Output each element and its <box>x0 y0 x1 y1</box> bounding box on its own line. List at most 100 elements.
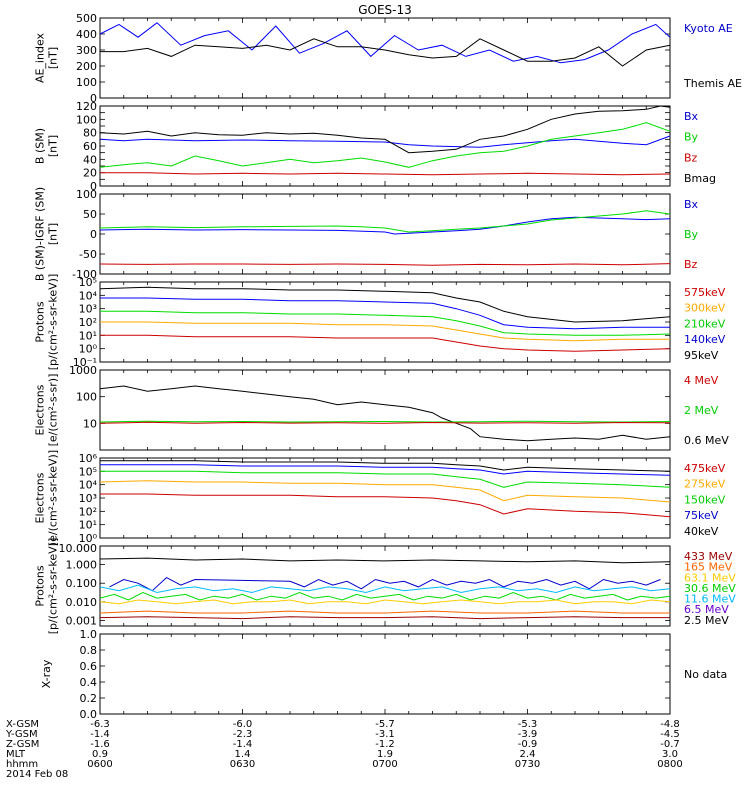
legend-entry: 75keV <box>684 509 719 522</box>
legend-entry: 6.5 MeV <box>684 603 729 616</box>
series-line-by <box>99 122 671 168</box>
legend-entry: 275keV <box>684 478 726 491</box>
x-axis-row-label: X-GSM <box>6 719 39 730</box>
series-line-0.6-mev <box>99 385 671 442</box>
y-tick-label: 0.8 <box>80 644 98 657</box>
legend-entry: By <box>684 131 699 144</box>
legend-entry: 4 MeV <box>684 374 719 387</box>
legend-entry: 140keV <box>684 333 726 346</box>
series-line-kyoto-ae <box>99 22 671 64</box>
y-tick-label: 10⁵ <box>79 276 97 289</box>
x-axis-value: -3.9 <box>518 729 538 740</box>
y-tick-label: 20 <box>83 167 97 180</box>
legend-entry: 150keV <box>684 493 726 506</box>
y-tick-label: -100 <box>72 268 97 281</box>
panel-frame <box>99 193 671 275</box>
y-axis-label: [nT] <box>47 223 60 245</box>
series-line-140kev <box>100 321 670 342</box>
legend-entry: Bz <box>684 151 698 164</box>
x-axis-value: -1.4 <box>233 739 253 750</box>
series-line-bx <box>99 216 671 235</box>
x-axis-value: -5.3 <box>518 719 538 730</box>
y-tick-label: 300 <box>76 44 97 57</box>
y-axis-label: [nT] <box>47 47 60 69</box>
x-axis-value: -4.8 <box>660 719 680 730</box>
y-tick-label: 10 <box>83 417 97 430</box>
y-tick-label: 10⁻¹ <box>73 356 97 369</box>
x-axis-value: -6.3 <box>90 719 110 730</box>
x-axis-value: 0600 <box>87 759 112 770</box>
y-tick-label: 50 <box>83 208 97 221</box>
y-axis-label: [nT] <box>47 135 60 157</box>
y-axis-label: [e/(cm²-s-sr-keV)] <box>47 450 60 546</box>
series-line-575kev <box>99 286 671 323</box>
y-tick-label: 0.010 <box>66 596 98 609</box>
panel-frame <box>99 457 671 539</box>
y-tick-label: 10² <box>79 316 97 329</box>
y-tick-label: 10³ <box>79 492 97 505</box>
legend-entry: 575keV <box>684 286 726 299</box>
legend-entry: 2 MeV <box>684 404 719 417</box>
y-axis-label: Electrons <box>34 384 47 435</box>
y-tick-label: 0.100 <box>66 577 98 590</box>
series-line-themis-ae <box>100 38 671 67</box>
chart-title: GOES-13 <box>358 3 412 17</box>
y-axis-label: Protons <box>34 565 47 606</box>
y-tick-label: 10⁴ <box>79 289 98 302</box>
y-tick-label: 1000 <box>69 364 97 377</box>
y-tick-label: 500 <box>76 12 97 25</box>
x-axis-value: -0.7 <box>660 739 680 750</box>
series-line-165-mev <box>109 576 661 592</box>
y-tick-label: 10.000 <box>59 542 98 555</box>
x-axis-row-label: hhmm <box>6 759 38 770</box>
x-axis-value: 0630 <box>230 759 255 770</box>
x-axis-value: 0700 <box>372 759 397 770</box>
legend-entry: No data <box>684 668 727 681</box>
y-tick-label: 10⁴ <box>79 479 98 492</box>
x-axis-value: 0730 <box>515 759 540 770</box>
y-tick-label: 0.0 <box>80 708 98 721</box>
y-tick-label: 100 <box>76 391 97 404</box>
series-line-4-mev <box>99 421 671 424</box>
y-tick-label: 400 <box>76 28 97 41</box>
y-tick-label: 10¹ <box>79 519 97 532</box>
series-line-40kev <box>100 493 671 518</box>
x-axis-value: -4.5 <box>660 729 680 740</box>
x-axis-value: -5.7 <box>375 719 395 730</box>
y-tick-label: 10⁰ <box>79 532 98 545</box>
y-tick-label: 100 <box>76 76 97 89</box>
y-tick-label: 0 <box>90 228 97 241</box>
panel-frame <box>99 17 671 99</box>
series-line-by <box>99 210 671 233</box>
legend-entry: 433 MeV <box>684 550 733 563</box>
y-axis-label: [p/(cm²-s-sr-keV)] <box>47 538 60 635</box>
y-tick-label: 0.4 <box>80 676 98 689</box>
y-tick-label: 100 <box>76 113 97 126</box>
x-axis-value: -1.6 <box>90 739 110 750</box>
x-axis-value: 2.4 <box>520 749 536 760</box>
x-axis-value: -6.0 <box>233 719 253 730</box>
y-axis-label: AE_index <box>34 32 47 83</box>
series-line-bz <box>99 263 671 266</box>
panel-ae: 0 100 200 300 400 500 AE_index [nT] Kyoto AE Them… <box>34 12 742 105</box>
x-axis-value: -2.3 <box>233 729 253 740</box>
y-tick-label: 100 <box>76 188 97 201</box>
y-tick-label: -50 <box>79 248 97 261</box>
x-axis-value: -0.9 <box>518 739 538 750</box>
x-axis-row-label: Y-GSM <box>5 729 38 740</box>
series-line-63.1-mev <box>99 584 671 594</box>
legend-entry: Bmag <box>684 172 716 185</box>
series-line-275kev <box>100 464 671 476</box>
legend-entry: 165 MeV <box>684 561 733 574</box>
y-tick-label: 0 <box>90 92 97 105</box>
legend-entry: 210keV <box>684 317 726 330</box>
legend-entry: 2.5 MeV <box>684 614 729 627</box>
y-axis-label: B (SM)-IGRF (SM) <box>34 187 47 281</box>
legend-entry: By <box>684 228 699 241</box>
series-line-150kev <box>100 470 671 488</box>
panel-frame <box>99 369 671 451</box>
x-axis-value: 1.9 <box>377 749 393 760</box>
y-tick-label: 0.2 <box>80 692 98 705</box>
